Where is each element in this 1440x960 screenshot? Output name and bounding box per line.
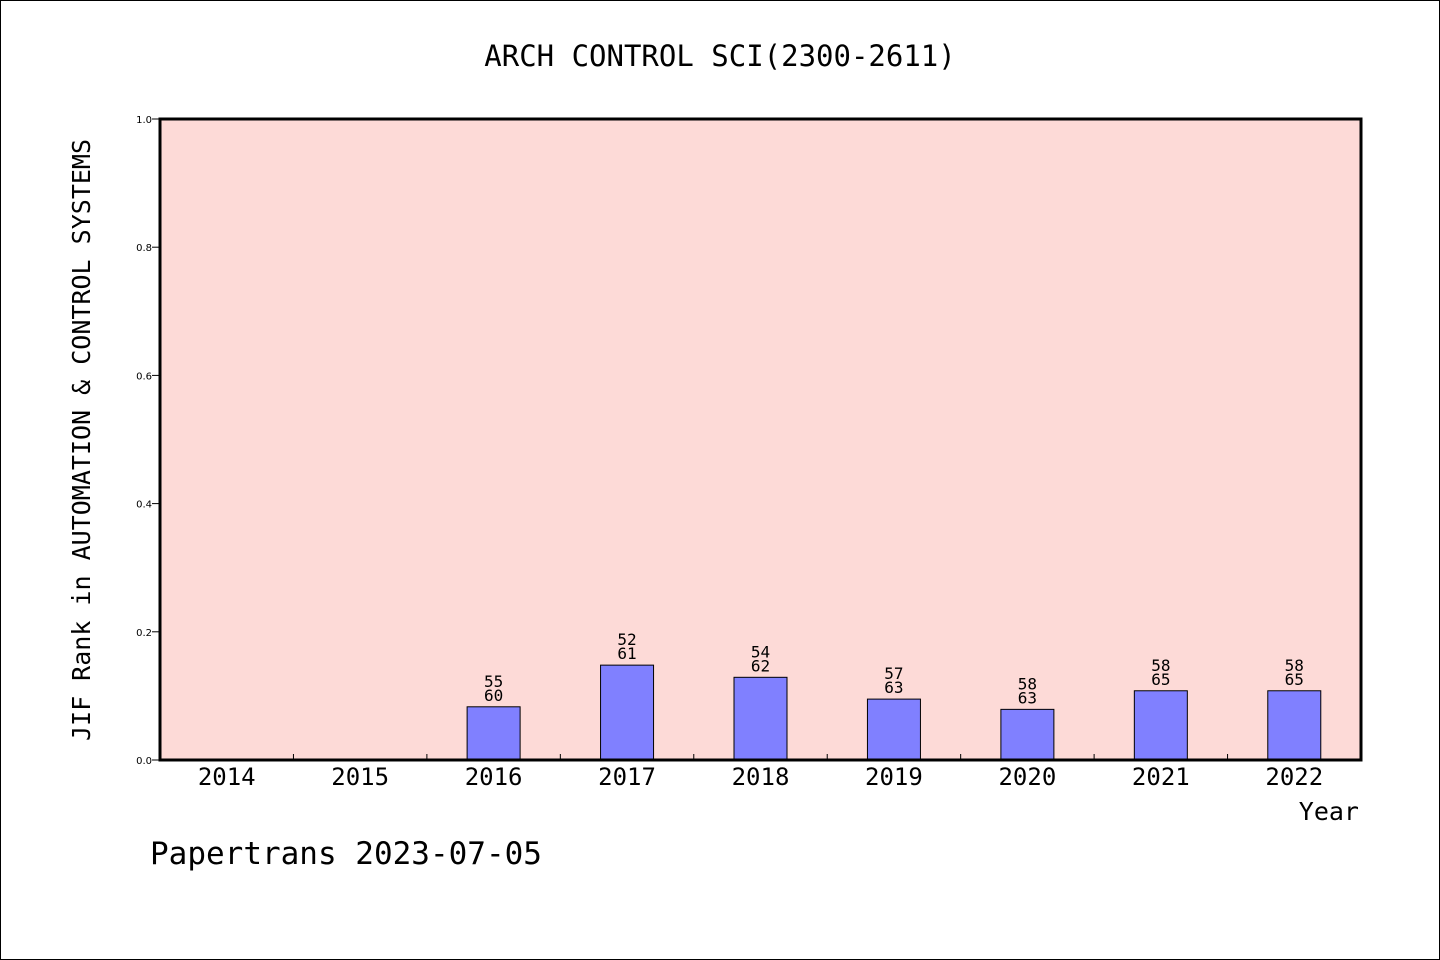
- y-tick-label-0.0: 0.0: [136, 756, 152, 767]
- x-tick-label-2019: 2019: [865, 763, 923, 791]
- bar-label-total-2019: 63: [884, 678, 903, 697]
- x-tick-label-2022: 2022: [1265, 763, 1323, 791]
- x-tick-label-2017: 2017: [598, 763, 656, 791]
- bar-label-total-2016: 60: [484, 686, 503, 705]
- bar-label-total-2021: 65: [1151, 670, 1170, 689]
- plot-frame: [158, 117, 1363, 762]
- x-tick-label-2021: 2021: [1132, 763, 1190, 791]
- y-tick-label-0.2: 0.2: [136, 628, 152, 639]
- bar-2018: [733, 676, 788, 761]
- bar-label-total-2017: 61: [617, 644, 636, 663]
- y-tick-label-0.8: 0.8: [136, 243, 152, 254]
- x-tick-label-2014: 2014: [198, 763, 256, 791]
- bar-series: [466, 664, 1322, 761]
- bar-label-rank-2017: 52: [617, 630, 636, 649]
- bar-label-rank-2021: 58: [1151, 656, 1170, 675]
- bar-label-total-2022: 65: [1285, 670, 1304, 689]
- chart-title: ARCH CONTROL SCI(2300-2611): [484, 39, 955, 73]
- bar-2022: [1267, 690, 1322, 761]
- bar-label-total-2018: 62: [751, 656, 770, 675]
- source-footer: Papertrans 2023-07-05: [150, 836, 542, 872]
- y-tick-label-1.0: 1.0: [136, 115, 152, 126]
- y-axis-label: JIF Rank in AUTOMATION & CONTROL SYSTEMS: [67, 139, 96, 741]
- bar-label-total-2020: 63: [1018, 688, 1037, 707]
- y-tick-label-0.6: 0.6: [136, 371, 152, 382]
- x-axis-label: Year: [1299, 797, 1359, 826]
- y-tick-label-0.4: 0.4: [136, 500, 152, 511]
- x-tick-label-2020: 2020: [998, 763, 1056, 791]
- bar-label-rank-2022: 58: [1285, 656, 1304, 675]
- x-tick-label-2018: 2018: [732, 763, 790, 791]
- bar-label-rank-2016: 55: [484, 672, 503, 691]
- y-axis-ticks: 0.0 0.2 0.4 0.6 0.8 1.0: [136, 115, 160, 767]
- bar-label-rank-2019: 57: [884, 664, 903, 683]
- bar-label-rank-2018: 54: [751, 642, 770, 661]
- bar-2016: [466, 706, 521, 761]
- bar-label-rank-2020: 58: [1018, 674, 1037, 693]
- x-tick-label-2016: 2016: [465, 763, 523, 791]
- x-tick-label-2015: 2015: [331, 763, 389, 791]
- bar-2021: [1133, 690, 1188, 761]
- plot-area: [160, 119, 1361, 760]
- bar-2019: [866, 698, 921, 761]
- bar-2020: [1000, 708, 1055, 761]
- bar-2017: [600, 664, 655, 761]
- x-axis-ticks: 2014 2015 2016 2017 2018 2019 2020 2021 2022: [198, 754, 1323, 791]
